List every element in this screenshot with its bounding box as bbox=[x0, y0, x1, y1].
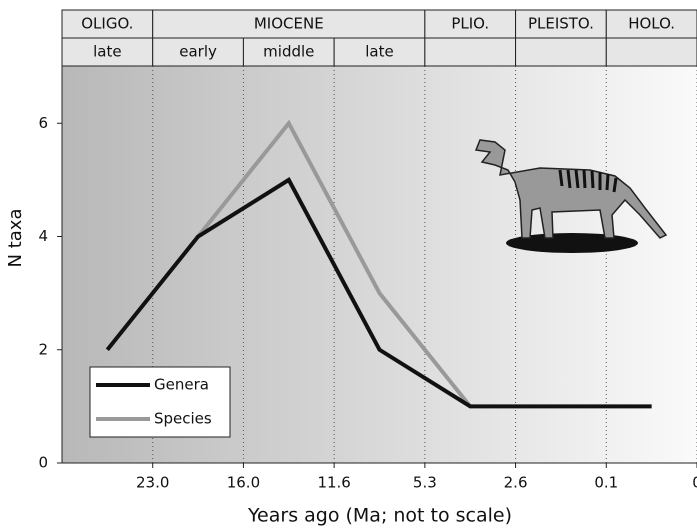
stage-label: middle bbox=[263, 43, 314, 61]
y-axis-title: N taxa bbox=[5, 209, 26, 268]
epoch-label: HOLO. bbox=[628, 15, 675, 33]
x-tick-label: 16.0 bbox=[227, 474, 260, 492]
x-tick-label: 5.3 bbox=[413, 474, 437, 492]
epoch-label: OLIGO. bbox=[81, 15, 133, 33]
stage-cell bbox=[425, 38, 516, 66]
x-tick-label: 11.6 bbox=[317, 474, 350, 492]
x-tick-label: 0.1 bbox=[594, 474, 618, 492]
stage-label: late bbox=[365, 43, 393, 61]
y-tick-label: 6 bbox=[38, 114, 48, 132]
stage-cell bbox=[606, 38, 697, 66]
stage-label: early bbox=[179, 43, 217, 61]
legend-label: Genera bbox=[154, 376, 209, 394]
x-tick-label: 2.6 bbox=[504, 474, 528, 492]
y-tick-label: 4 bbox=[38, 227, 48, 245]
x-tick-label: 23.0 bbox=[136, 474, 169, 492]
legend-label: Species bbox=[154, 410, 212, 428]
chart: OLIGO. late MIOCENE early middle late PLIO. PLE… bbox=[0, 0, 697, 528]
y-tick-label: 0 bbox=[38, 454, 48, 472]
epoch-label: MIOCENE bbox=[254, 15, 324, 33]
stage-cell bbox=[516, 38, 607, 66]
x-tick-label: 0 bbox=[692, 474, 697, 492]
x-axis-title: Years ago (Ma; not to scale) bbox=[247, 505, 512, 527]
stage-label: late bbox=[93, 43, 121, 61]
y-tick-label: 2 bbox=[38, 340, 48, 358]
epoch-label: PLIO. bbox=[451, 15, 489, 33]
epoch-label: PLEISTO. bbox=[528, 15, 594, 33]
